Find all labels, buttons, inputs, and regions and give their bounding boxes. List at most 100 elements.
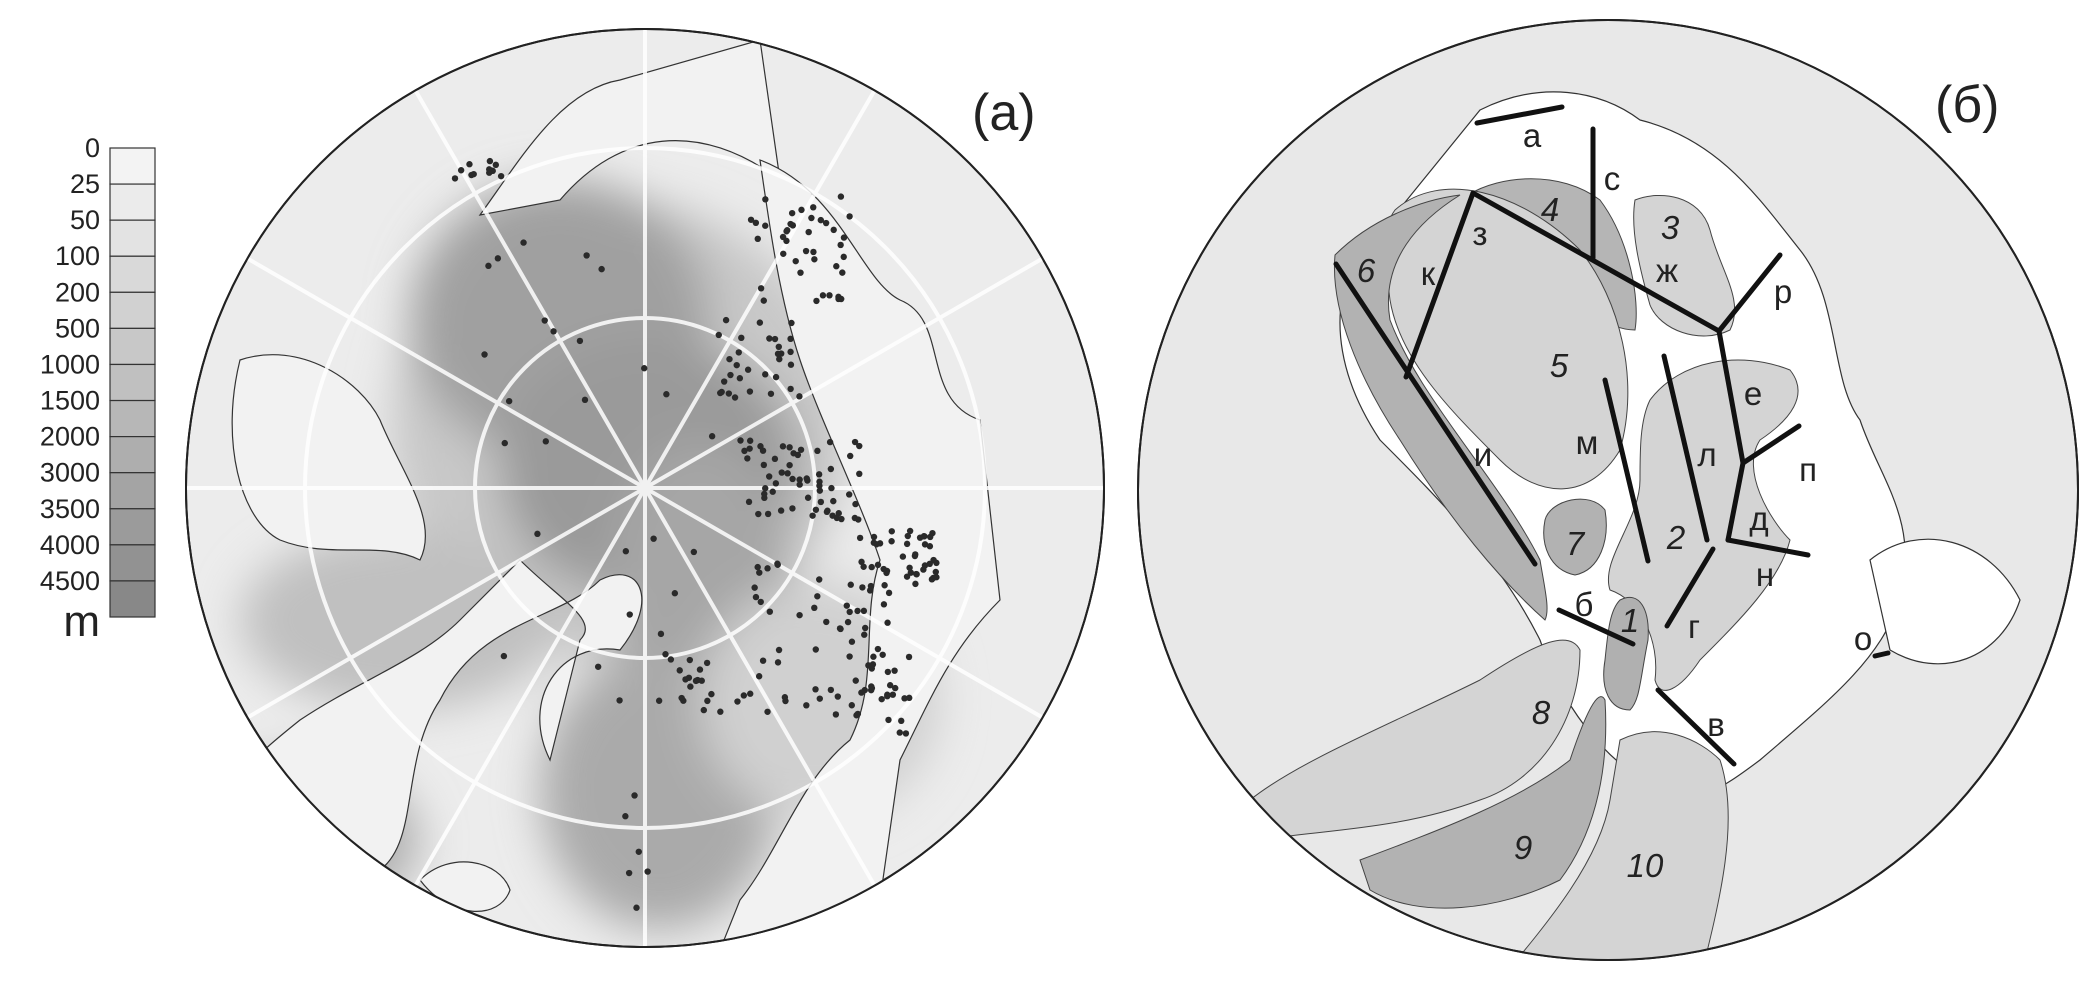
station-point bbox=[737, 437, 744, 444]
station-point bbox=[738, 334, 745, 342]
station-point bbox=[846, 213, 853, 220]
station-point bbox=[754, 235, 761, 243]
station-point bbox=[481, 351, 488, 358]
station-point bbox=[802, 247, 810, 255]
station-point bbox=[858, 689, 865, 696]
station-point bbox=[671, 590, 679, 597]
colorbar-swatch bbox=[109, 544, 156, 582]
station-point bbox=[899, 553, 907, 560]
station-point bbox=[921, 541, 929, 548]
station-point bbox=[708, 690, 715, 698]
station-point bbox=[828, 484, 835, 492]
station-point bbox=[804, 494, 812, 501]
station-point bbox=[755, 673, 763, 680]
station-point bbox=[848, 638, 856, 645]
station-point bbox=[641, 365, 648, 372]
station-point bbox=[869, 661, 877, 668]
zone-label: 4 bbox=[1541, 191, 1559, 228]
station-point bbox=[631, 792, 638, 799]
station-point bbox=[810, 204, 817, 211]
station-point bbox=[751, 584, 758, 591]
station-point bbox=[797, 269, 804, 276]
station-point bbox=[884, 691, 891, 698]
colorbar-tick-label: 500 bbox=[55, 313, 100, 343]
station-point bbox=[867, 582, 875, 590]
station-point bbox=[830, 497, 837, 505]
station-point bbox=[494, 255, 502, 262]
station-point bbox=[898, 717, 905, 725]
station-point bbox=[912, 570, 920, 578]
section-r bbox=[1716, 252, 1783, 334]
station-point bbox=[837, 193, 845, 200]
station-point bbox=[644, 868, 651, 875]
station-point bbox=[840, 234, 848, 241]
station-point bbox=[752, 219, 760, 227]
station-point bbox=[826, 438, 834, 446]
station-point bbox=[733, 361, 740, 369]
zone-label: 6 bbox=[1357, 252, 1376, 289]
station-point bbox=[771, 455, 779, 463]
station-point bbox=[796, 476, 803, 483]
colorbar-tick-label: 3000 bbox=[40, 458, 100, 488]
station-point bbox=[838, 515, 845, 523]
station-point bbox=[687, 683, 694, 690]
meridian-line bbox=[236, 486, 647, 725]
station-point bbox=[926, 543, 934, 550]
station-point bbox=[790, 450, 797, 457]
station-point bbox=[886, 682, 894, 689]
station-point bbox=[734, 698, 741, 705]
station-point bbox=[805, 228, 812, 236]
station-point bbox=[787, 385, 794, 393]
section-m bbox=[1602, 377, 1651, 564]
graticule bbox=[186, 29, 1104, 947]
colorbar-tick-label: 0 bbox=[85, 133, 100, 163]
station-point bbox=[650, 535, 657, 542]
meridian-line bbox=[236, 251, 647, 490]
station-point bbox=[771, 335, 779, 343]
station-point bbox=[906, 694, 913, 702]
station-point bbox=[812, 686, 819, 693]
station-point bbox=[881, 582, 888, 589]
section-label: о bbox=[1854, 620, 1872, 657]
section-g bbox=[1664, 546, 1716, 629]
station-point bbox=[862, 624, 869, 632]
station-point bbox=[764, 565, 771, 572]
station-point bbox=[837, 241, 844, 249]
section-zh bbox=[1470, 190, 1722, 334]
station-point bbox=[846, 491, 853, 498]
station-point bbox=[851, 438, 859, 446]
station-point bbox=[836, 625, 844, 632]
station-point bbox=[812, 506, 820, 513]
station-point bbox=[657, 630, 665, 638]
section-label: ж bbox=[1656, 252, 1678, 289]
station-point bbox=[581, 396, 589, 404]
station-point bbox=[839, 269, 846, 276]
station-point bbox=[847, 581, 854, 588]
section-e bbox=[1716, 328, 1746, 466]
station-point bbox=[725, 390, 733, 397]
station-point bbox=[520, 239, 527, 246]
station-point bbox=[816, 482, 823, 489]
station-point bbox=[776, 355, 783, 363]
station-point bbox=[789, 505, 796, 512]
station-point bbox=[772, 373, 780, 381]
station-point bbox=[761, 490, 768, 498]
station-point bbox=[858, 558, 865, 566]
station-point bbox=[757, 285, 765, 292]
station-point bbox=[686, 656, 694, 664]
station-point bbox=[906, 564, 913, 571]
station-point bbox=[550, 328, 557, 335]
station-point bbox=[766, 608, 774, 615]
section-p bbox=[1740, 423, 1802, 466]
station-point bbox=[920, 566, 927, 573]
station-point bbox=[816, 695, 823, 702]
station-point bbox=[809, 512, 816, 519]
station-point bbox=[746, 388, 754, 395]
station-point bbox=[760, 461, 768, 469]
station-point bbox=[745, 498, 753, 506]
section-label: а bbox=[1523, 117, 1542, 154]
station-point bbox=[905, 653, 913, 661]
station-point bbox=[676, 667, 683, 674]
station-point bbox=[635, 848, 642, 855]
station-point bbox=[814, 593, 821, 600]
